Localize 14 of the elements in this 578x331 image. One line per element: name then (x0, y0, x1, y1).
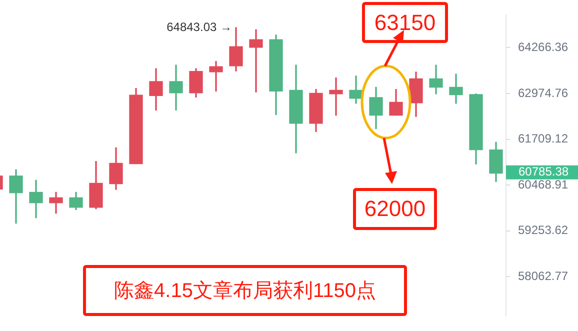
text: 60785.38 (518, 164, 568, 179)
annotation: 64843.03 → (166, 20, 232, 34)
y-tick-label: 58062.77 (518, 268, 568, 283)
candlestick (248, 29, 262, 92)
annotation: 陈鑫4.15文章布局获利1150点 (83, 265, 407, 316)
annotation: 63150 (362, 2, 448, 43)
candlestick (208, 61, 222, 92)
y-tick-label: 59253.62 (518, 223, 568, 238)
y-tick-label: 61709.12 (518, 132, 568, 146)
annotation: 62000 (353, 188, 437, 230)
y-tick-label: 64266.36 (518, 40, 568, 54)
y-tick-label: 62974.76 (518, 86, 568, 100)
candlestick (328, 77, 342, 116)
y-tick-label: 60468.91 (518, 177, 568, 192)
